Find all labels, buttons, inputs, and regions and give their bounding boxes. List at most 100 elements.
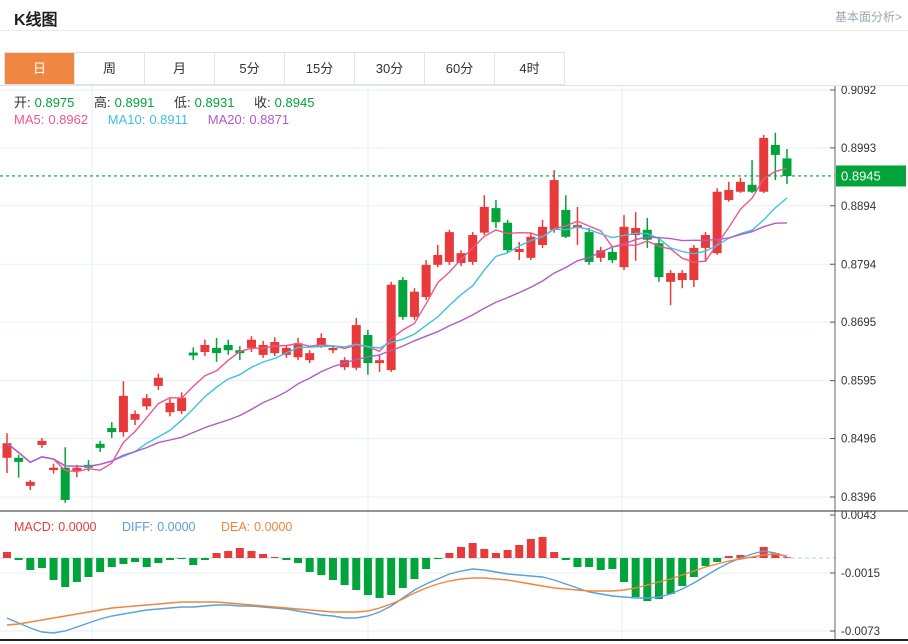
- candle-body: [526, 236, 536, 258]
- macd-bar: [154, 558, 163, 563]
- macd-bar: [468, 543, 477, 558]
- macd-bar: [259, 554, 268, 558]
- macd-bar: [131, 558, 140, 562]
- tab-4时[interactable]: 4时: [495, 53, 564, 84]
- diff-label: DIFF:: [122, 520, 154, 534]
- candle-body: [631, 228, 641, 236]
- macd-bar: [212, 553, 221, 558]
- fundamental-analysis-link[interactable]: 基本面分析>: [834, 10, 902, 24]
- macd-value: 0.0000: [58, 520, 97, 534]
- candle-body: [712, 191, 722, 254]
- ma5-line: [6, 167, 788, 473]
- macd-bar: [701, 558, 710, 566]
- macd-bar: [61, 558, 70, 587]
- page-title: K线图: [14, 12, 58, 29]
- candle-body: [188, 352, 198, 356]
- macd-bar: [457, 547, 466, 558]
- axis-tick-label: 0.8695: [841, 317, 876, 329]
- ma10-label: MA10:: [107, 112, 146, 127]
- macd-bar: [224, 551, 233, 558]
- macd-bar: [247, 551, 256, 558]
- macd-histogram: [3, 537, 791, 601]
- candle-body: [503, 222, 513, 251]
- macd-bar: [736, 555, 745, 558]
- period-tabbar: 日周月 5分 15分 30分 60分 4时: [4, 52, 565, 85]
- macd-bar: [340, 558, 349, 585]
- tab-月[interactable]: 月: [145, 53, 215, 84]
- axis-tick-label: 0.8894: [841, 201, 877, 213]
- candle-body: [514, 249, 524, 252]
- macd-bar: [14, 558, 23, 560]
- macd-bar: [491, 553, 500, 558]
- ma-legend: MA5: 0.8962 MA10: 0.8911 MA20: 0.8871: [14, 112, 293, 127]
- candle-body: [14, 457, 24, 462]
- tab-30分[interactable]: 30分: [355, 53, 425, 84]
- dea-value: 0.0000: [254, 520, 293, 534]
- candle-body: [95, 443, 105, 448]
- ma10-value: 0.8911: [149, 112, 189, 127]
- candle-body: [316, 337, 326, 345]
- macd-bar: [573, 558, 582, 567]
- candle-body: [561, 209, 571, 237]
- close-value: 0.8945: [274, 95, 315, 110]
- macd-bar: [585, 558, 594, 567]
- candle-body: [677, 273, 687, 281]
- candle-body: [479, 206, 489, 233]
- candle-body: [258, 344, 268, 355]
- macd-bar: [363, 558, 372, 595]
- candle-body: [142, 398, 152, 407]
- candle-body: [386, 284, 396, 371]
- dea-line: [6, 553, 788, 626]
- macd-bar: [398, 558, 407, 588]
- macd-bar: [328, 558, 337, 580]
- candle-body: [782, 158, 792, 176]
- macd-bar: [561, 558, 570, 560]
- candle-body: [607, 251, 617, 261]
- candle-body: [735, 181, 745, 192]
- tab-15分[interactable]: 15分: [285, 53, 355, 84]
- macd-bar: [3, 552, 11, 558]
- grid: [0, 85, 835, 640]
- macd-label: MACD:: [14, 520, 55, 534]
- macd-bar: [689, 558, 698, 577]
- macd-bar: [550, 552, 559, 558]
- macd-bar: [713, 558, 722, 562]
- tab-日[interactable]: 日: [5, 53, 75, 84]
- tab-周[interactable]: 周: [75, 53, 145, 84]
- axis-tick-label: 0.9092: [841, 85, 876, 97]
- macd-bar: [596, 558, 605, 570]
- candle-body: [398, 280, 408, 317]
- current-price-label-box: [836, 165, 906, 187]
- dea-label: DEA:: [220, 520, 251, 534]
- axis-tick-label: -0.0015: [841, 568, 880, 580]
- candle-body: [153, 377, 163, 386]
- candle-body: [666, 273, 676, 282]
- candle-body: [724, 189, 734, 200]
- macd-bar: [724, 556, 733, 558]
- title-divider: [0, 30, 908, 31]
- low-label: 低:: [174, 95, 191, 110]
- price-axis-labels: 0.9092 0.8993 0.8894 0.8794 0.8695 0.8595 0.84…: [830, 85, 877, 504]
- candle-body: [305, 353, 315, 361]
- macd-bar: [445, 553, 454, 558]
- macd-bar: [375, 558, 384, 598]
- macd-bar: [759, 547, 768, 558]
- tab-60分[interactable]: 60分: [425, 53, 495, 84]
- candle-body: [491, 208, 501, 223]
- macd-bar: [503, 550, 512, 558]
- tab-5分[interactable]: 5分: [215, 53, 285, 84]
- macd-bar: [165, 558, 174, 560]
- axis-tick-label: 0.0043: [841, 510, 876, 522]
- macd-bar: [119, 558, 128, 564]
- candle-body: [351, 325, 361, 368]
- ma20-label: MA20:: [207, 112, 246, 127]
- candle-body: [130, 413, 140, 420]
- macd-bar: [666, 558, 675, 594]
- candlestick-series: [2, 132, 792, 503]
- macd-bar: [72, 558, 81, 582]
- macd-bar: [235, 548, 244, 558]
- candle-body: [223, 344, 233, 351]
- macd-bar: [654, 558, 663, 599]
- candle-body: [49, 467, 59, 471]
